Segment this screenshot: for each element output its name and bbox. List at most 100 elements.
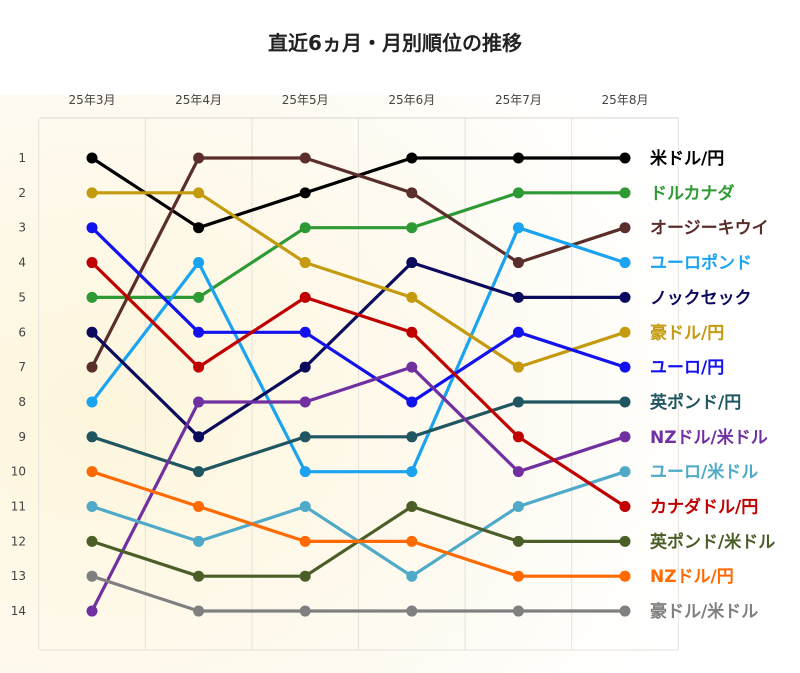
data-point [193,222,205,234]
data-point [193,431,205,443]
data-point [86,257,98,269]
data-point [193,152,205,164]
data-point [86,466,98,478]
data-point [512,152,524,164]
data-point [193,396,205,408]
legend-label: カナダドル/円 [650,497,758,518]
data-point [406,501,418,512]
x-tick-label: 25年4月 [175,93,222,107]
series-points [86,152,631,617]
data-point [619,535,631,547]
data-point [299,222,311,234]
series-line [91,574,625,613]
data-point [619,326,631,338]
y-tick-label: 9 [18,430,26,444]
legend-label: ユーロポンド [650,253,752,274]
data-point [619,501,631,512]
data-point [406,361,418,373]
data-point [406,605,418,617]
data-point [299,257,311,269]
y-tick-label: 7 [18,360,26,374]
y-tick-label: 8 [18,395,26,409]
data-point [86,431,98,443]
y-tick-label: 1 [18,151,26,165]
data-point [512,501,524,512]
data-point [193,361,205,373]
data-point [86,361,98,373]
series-line [90,365,626,612]
data-point [86,396,98,408]
legend-label: 英ポンド/米ドル [650,531,775,552]
data-point [406,535,418,547]
legend-label: ノックセック [650,288,752,308]
data-point [619,570,631,582]
data-point [86,535,98,547]
data-point [299,501,311,512]
data-point [619,257,631,269]
data-point [619,361,631,373]
data-point [512,535,524,547]
series-line [90,261,626,508]
data-point [406,431,418,443]
chart-title: 直近6ヵ月・月別順位の推移 [268,31,522,55]
y-tick-label: 6 [18,325,26,339]
legend-label: 豪ドル/円 [650,322,724,343]
data-point [86,326,98,338]
legend-label: ドルカナダ [650,183,735,204]
data-point [86,291,98,303]
series-line [92,191,625,299]
y-tick-label: 3 [18,221,26,235]
data-point [299,326,311,338]
legend-label: 豪ドル/米ドル [650,601,758,622]
data-point [619,187,631,199]
series-line [92,191,626,369]
legend-label: 米ドル/円 [650,148,724,169]
y-tick-label: 11 [11,500,26,514]
legend: 米ドル/円ドルカナダオージーキウイユーロポンドノックセック豪ドル/円ユーロ/円英… [650,148,775,622]
series-line [91,400,625,474]
x-tick-label: 25年6月 [388,93,435,107]
x-tick-label: 25年5月 [282,93,329,107]
data-point [193,535,205,547]
data-point [512,605,524,617]
data-point [406,326,418,338]
data-point [406,291,418,303]
data-point [512,187,524,199]
data-point [193,257,205,269]
data-point [406,396,418,408]
y-tick-label: 4 [18,256,26,270]
data-point [299,605,311,617]
data-point [619,396,631,408]
data-point [193,326,205,338]
data-point [193,501,205,512]
series-line [90,226,626,404]
data-point [512,570,524,582]
data-point [512,222,524,234]
y-tick-label: 5 [18,290,26,304]
data-point [299,466,311,478]
data-point [619,152,631,164]
data-point [86,152,98,164]
y-tick-label: 13 [11,569,26,583]
legend-label: ユーロ/米ドル [650,462,758,483]
data-point [299,570,311,582]
data-point [86,222,98,234]
data-point [512,396,524,408]
legend-label: 英ポンド/円 [650,392,741,413]
legend-label: NZドル/円 [650,567,734,587]
y-tick-label: 10 [11,465,26,479]
data-point [299,431,311,443]
data-point [299,291,311,303]
y-tick-label: 2 [18,186,26,200]
data-point [406,570,418,582]
legend-label: オージーキウイ [650,219,769,239]
x-axis-ticks: 25年3月 25年4月 25年5月 25年6月 25年7月 25年8月 [69,93,649,107]
data-point [406,466,418,478]
data-point [193,187,205,199]
data-point [299,535,311,547]
data-point [299,152,311,164]
data-point [406,257,418,269]
data-point [86,501,98,512]
